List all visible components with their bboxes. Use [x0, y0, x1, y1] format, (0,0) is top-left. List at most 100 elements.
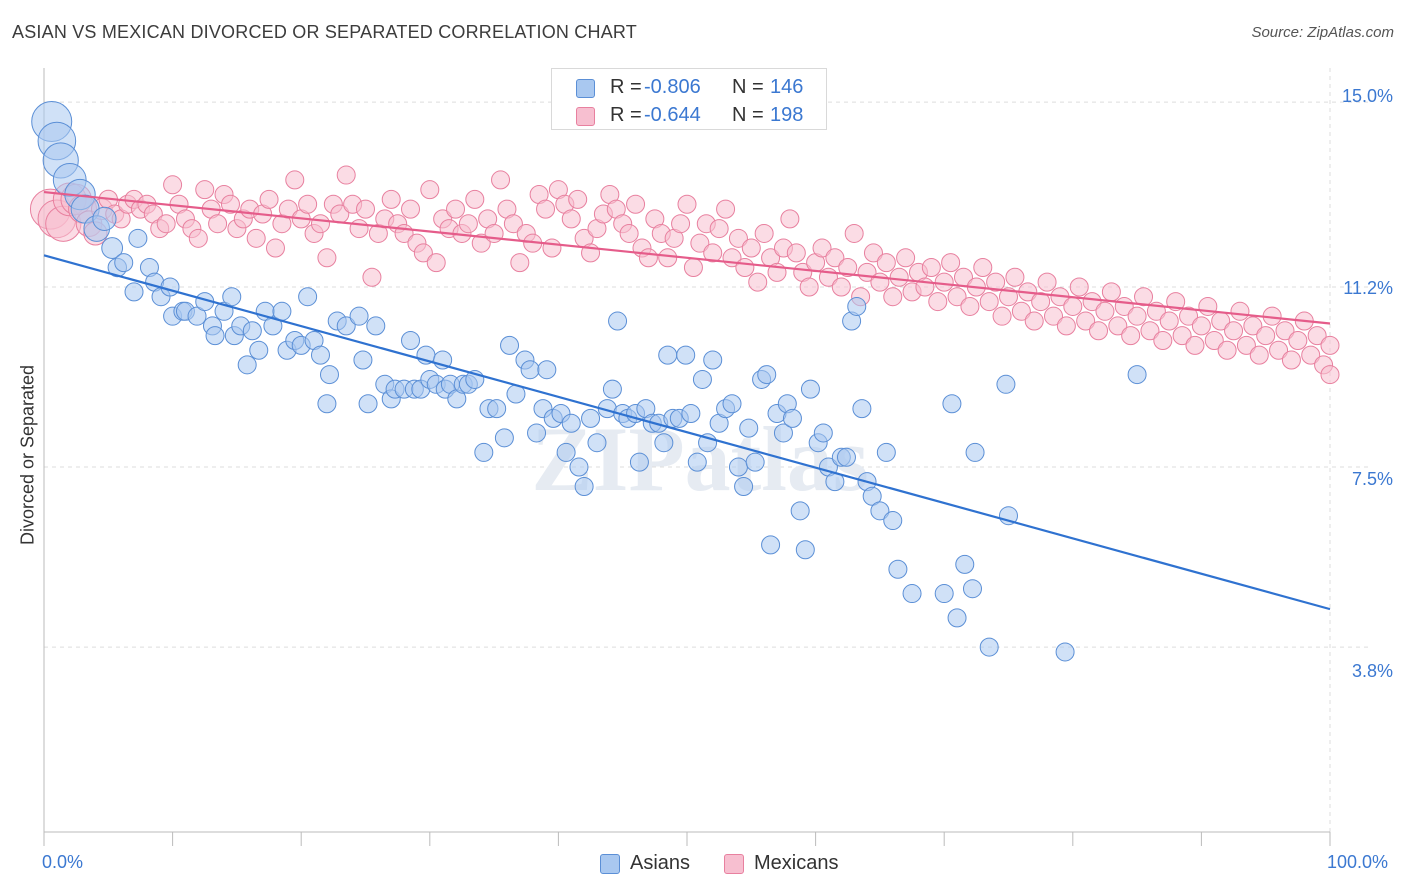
asians-point: [852, 399, 872, 419]
asians-point: [487, 399, 507, 419]
mexicans-point: [728, 228, 748, 248]
asians-point: [955, 554, 975, 574]
mexicans-point: [1198, 296, 1218, 316]
asians-point: [222, 287, 242, 307]
asians-swatch: [576, 79, 595, 98]
asians-point: [687, 452, 707, 472]
mexicans-point: [658, 248, 678, 268]
asians-point: [876, 442, 896, 462]
mexicans-point: [1288, 331, 1308, 351]
mexicans-point: [536, 199, 556, 219]
asians-point: [101, 237, 124, 259]
mexicans-point: [889, 267, 909, 287]
mexicans-point: [1063, 296, 1083, 316]
mexicans-point: [1236, 335, 1256, 355]
mexicans-point: [195, 180, 215, 200]
legend-row-asians: R = -0.806 N = 146: [552, 73, 826, 101]
mexicans-point: [1217, 340, 1237, 360]
asians-point: [160, 277, 180, 297]
mexicans-point: [619, 223, 639, 243]
mexicans-point: [420, 180, 440, 200]
mexicans-point: [465, 189, 485, 209]
mexicans-point: [259, 189, 279, 209]
mexicans-point: [1089, 321, 1109, 341]
asians-point: [790, 501, 810, 521]
y-tick-label: 7.5%: [1351, 469, 1393, 489]
mexicans-point: [703, 243, 723, 263]
mexicans-point: [741, 238, 761, 258]
mexicans-point: [510, 253, 530, 273]
correlation-legend: R = -0.806 N = 146 R = -0.644 N = 198: [551, 68, 827, 130]
asians-point: [761, 535, 781, 555]
x-tick-label-max: 100.0%: [1327, 852, 1389, 872]
asians-point: [366, 316, 386, 336]
r-value: -0.644: [644, 104, 701, 126]
mexicans-point: [973, 258, 993, 278]
mexicans-point: [458, 214, 478, 234]
asians-point: [608, 311, 628, 331]
asians-point: [237, 355, 257, 375]
mexicans-point: [1121, 326, 1141, 346]
mexicans-point: [683, 258, 703, 278]
asians-point: [537, 360, 557, 380]
mexicans-point: [986, 272, 1006, 292]
mexicans-point: [471, 233, 491, 253]
mexicans-point: [188, 228, 208, 248]
mexicans-trend-line: [43, 190, 1331, 325]
mexicans-point: [356, 199, 375, 219]
mexicans-point: [491, 170, 511, 190]
asians-point: [128, 228, 148, 248]
mexicans-swatch: [724, 854, 744, 874]
mexicans-point: [163, 175, 183, 195]
mexicans-point: [1108, 316, 1128, 336]
mexicans-point: [626, 194, 646, 214]
asians-point: [888, 559, 908, 579]
mexicans-point: [1095, 301, 1115, 321]
mexicans-point: [310, 214, 330, 234]
mexicans-point: [208, 214, 228, 234]
mexicans-point: [1056, 316, 1076, 336]
asians-point: [934, 584, 954, 604]
mexicans-point: [928, 292, 948, 312]
mexicans-point: [1037, 272, 1057, 292]
asians-point: [847, 296, 867, 316]
asians-point: [358, 394, 378, 414]
mexicans-point: [1172, 326, 1192, 346]
asians-point: [902, 584, 922, 604]
legend-label: Mexicans: [754, 852, 839, 874]
asians-point: [114, 253, 134, 273]
asians-point: [527, 423, 547, 443]
mexicans-point: [999, 287, 1018, 307]
asians-point: [962, 579, 982, 599]
mexicans-point: [947, 287, 967, 307]
mexicans-point: [446, 199, 466, 219]
x-tick-label-min: 0.0%: [42, 852, 84, 872]
mexicans-point: [542, 238, 562, 258]
mexicans-point: [838, 258, 858, 278]
asians-point: [654, 433, 674, 453]
asians-point: [500, 335, 520, 355]
mexicans-point: [1153, 331, 1173, 351]
asians-point: [681, 404, 701, 424]
mexicans-point: [336, 165, 356, 185]
mexicans-point: [1301, 345, 1321, 365]
mexicans-point: [1249, 345, 1269, 365]
mexicans-point: [413, 243, 433, 263]
asians-point: [336, 316, 356, 336]
mexicans-point: [1127, 306, 1147, 326]
asians-point: [249, 340, 269, 360]
mexicans-point: [1230, 301, 1250, 321]
mexicans-point: [1082, 292, 1102, 312]
asians-point: [965, 442, 985, 462]
asians-point: [1055, 642, 1075, 662]
mexicans-point: [317, 248, 337, 268]
y-tick-label: 11.2%: [1343, 278, 1393, 298]
mexicans-point: [1166, 292, 1186, 312]
legend-row-mexicans: R = -0.644 N = 198: [552, 101, 826, 129]
mexicans-point: [1134, 287, 1154, 307]
asians-point: [813, 423, 833, 443]
grid-lines: [44, 68, 1370, 832]
mexicans-point: [246, 228, 266, 248]
chart-title: ASIAN VS MEXICAN DIVORCED OR SEPARATED C…: [12, 22, 637, 42]
